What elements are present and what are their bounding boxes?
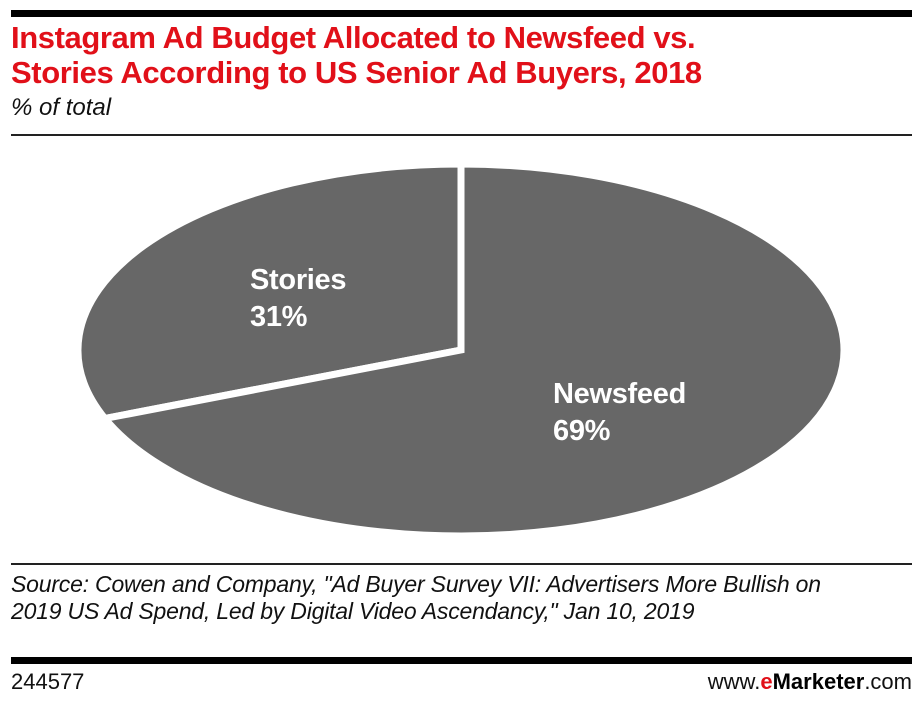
pie-slice-newsfeed [98, 160, 848, 540]
brand-e: e [760, 669, 773, 694]
chart-subtitle: % of total [11, 94, 112, 121]
pie-label-stories: Stories 31% [250, 262, 347, 336]
pie-slice-stories [74, 160, 465, 423]
chart-title-line-2: Stories According to US Senior Ad Buyers… [11, 55, 702, 90]
emarketer-url: www.eMarketer.com [708, 669, 912, 695]
pie-chart [74, 160, 848, 540]
pie-label-newsfeed-value: 69% [553, 415, 611, 447]
pie-label-newsfeed: Newsfeed 69% [553, 376, 686, 450]
footer: 244577 www.eMarketer.com [11, 669, 912, 695]
top-rule-bar [11, 10, 912, 17]
url-suffix: .com [864, 669, 912, 694]
pie-chart-area [74, 160, 848, 540]
chart-id: 244577 [11, 669, 85, 694]
chart-title: Instagram Ad Budget Allocated to Newsfee… [11, 20, 911, 90]
url-prefix: www. [707, 669, 761, 694]
bottom-rule-bar [11, 657, 912, 664]
brand-marketer: Marketer [772, 669, 865, 694]
source-text: Source: Cowen and Company, "Ad Buyer Sur… [11, 571, 821, 624]
source-divider [11, 563, 912, 565]
pie-label-stories-value: 31% [250, 301, 308, 333]
pie-label-stories-name: Stories [250, 264, 347, 296]
pie-label-newsfeed-name: Newsfeed [553, 378, 686, 410]
chart-title-line-1: Instagram Ad Budget Allocated to Newsfee… [11, 20, 696, 55]
header-divider [11, 134, 912, 136]
